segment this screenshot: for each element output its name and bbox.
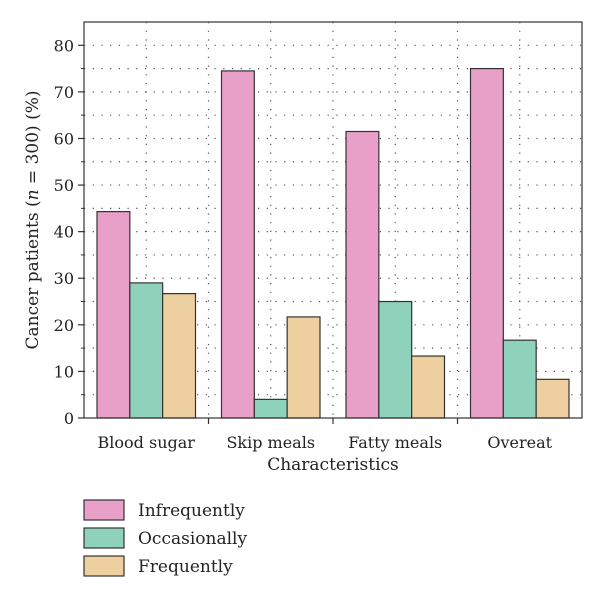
x-axis-title: Characteristics (267, 455, 399, 475)
bar-frequently-blood-sugar (162, 293, 197, 419)
x-tick-label: Overeat (487, 433, 552, 452)
y-tick-label: 20 (54, 316, 74, 335)
y-tick-label: 80 (54, 36, 74, 55)
bar-frequently-overeat (535, 378, 570, 419)
bar-occasionally-overeat (502, 339, 537, 419)
legend-label-infrequently: Infrequently (138, 501, 245, 521)
legend-label-frequently: Frequently (138, 557, 233, 577)
y-tick-label: 30 (54, 269, 74, 288)
x-tick-label: Skip meals (226, 433, 315, 452)
bar-infrequently-fatty-meals (345, 130, 380, 419)
bar-frequently-skip-meals (286, 316, 321, 419)
bar-infrequently-overeat (469, 67, 504, 419)
y-axis-title-suffix: = 300) (%) (23, 90, 43, 189)
x-tick-label: Fatty meals (348, 433, 442, 452)
bar-occasionally-skip-meals (253, 398, 288, 419)
bars (96, 67, 570, 419)
y-axis-title-n: n (23, 189, 43, 200)
y-tick-label: 70 (54, 83, 74, 102)
x-tick-label: Blood sugar (98, 433, 196, 452)
y-axis-ticks: 0 10 20 30 40 50 60 70 80 (54, 36, 84, 428)
bar-occasionally-blood-sugar (129, 282, 164, 419)
legend-label-occasionally: Occasionally (138, 529, 247, 549)
bar-infrequently-blood-sugar (96, 211, 131, 419)
bar-occasionally-fatty-meals (378, 300, 413, 419)
y-axis-title-prefix: Cancer patients ( (23, 200, 43, 349)
legend-swatch-frequently (83, 555, 125, 577)
bar-infrequently-skip-meals (220, 70, 255, 419)
y-tick-label: 10 (54, 362, 74, 381)
legend-swatch-infrequently (83, 499, 125, 521)
y-tick-label: 0 (64, 409, 74, 428)
y-tick-label: 50 (54, 176, 74, 195)
y-axis-title: Cancer patients (n = 300) (%) (23, 90, 43, 349)
legend: Infrequently Occasionally Frequently (83, 499, 247, 577)
x-axis-ticks: Blood sugar Skip meals Fatty meals Overeat (98, 418, 553, 452)
y-tick-label: 40 (54, 223, 74, 242)
bar-frequently-fatty-meals (411, 355, 446, 419)
y-tick-label: 60 (54, 129, 74, 148)
legend-swatch-occasionally (83, 527, 125, 549)
